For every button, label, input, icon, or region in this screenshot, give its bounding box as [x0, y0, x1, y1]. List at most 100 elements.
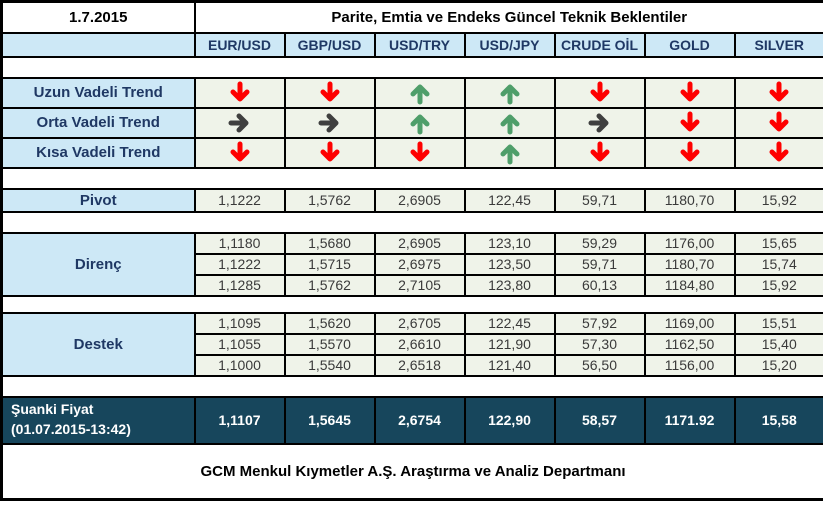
current-price-value: 1,5645: [283, 395, 376, 445]
trend-cell: [553, 136, 646, 169]
trend-right-arrow-icon: [228, 113, 248, 132]
support-value: 1,5620: [283, 311, 376, 335]
row-label-short-term-trend: Kısa Vadeli Trend: [0, 136, 196, 169]
row-label-pivot: Pivot: [0, 187, 196, 213]
support-value: 1162,50: [643, 332, 736, 356]
trend-cell: [193, 136, 286, 169]
support-value: 2,6705: [373, 311, 466, 335]
trend-cell: [463, 76, 556, 109]
support-value: 1156,00: [643, 353, 736, 377]
resistance-value: 123,10: [463, 231, 556, 255]
trend-cell: [463, 136, 556, 169]
pivot-value: 15,92: [733, 187, 823, 213]
column-header-eur-usd: EUR/USD: [193, 31, 286, 58]
column-header-usd-jpy: USD/JPY: [463, 31, 556, 58]
current-price-value: 122,90: [463, 395, 556, 445]
support-value: 57,30: [553, 332, 646, 356]
current-price-value: 58,57: [553, 395, 646, 445]
column-header-crude-oil: CRUDE OİL: [553, 31, 646, 58]
resistance-value: 1180,70: [643, 252, 736, 276]
footer-text: GCM Menkul Kıymetler A.Ş. Araştırma ve A…: [1, 443, 823, 500]
trend-down-arrow-icon: [320, 141, 339, 161]
trend-up-arrow-icon: [500, 114, 519, 134]
resistance-value: 1,5680: [283, 231, 376, 255]
trend-down-arrow-icon: [590, 81, 609, 101]
resistance-value: 59,29: [553, 231, 646, 255]
resistance-value: 1,5715: [283, 252, 376, 276]
pivot-value: 122,45: [463, 187, 556, 213]
support-value: 2,6610: [373, 332, 466, 356]
current-price-value: 1,1107: [193, 395, 286, 445]
trend-cell: [373, 106, 466, 139]
trend-up-arrow-icon: [500, 144, 519, 164]
trend-down-arrow-icon: [410, 141, 429, 161]
trend-down-arrow-icon: [320, 81, 339, 101]
pivot-value: 2,6905: [373, 187, 466, 213]
row-label-support: Destek: [0, 311, 196, 377]
resistance-value: 60,13: [553, 273, 646, 297]
current-price-value: 1171.92: [643, 395, 736, 445]
row-label-resistance: Direnç: [0, 231, 196, 297]
section-gap: [1, 166, 823, 190]
section-gap: [1, 55, 823, 79]
support-value: 56,50: [553, 353, 646, 377]
trend-up-arrow-icon: [500, 84, 519, 104]
current-price-timestamp: (01.07.2015-13:42): [11, 421, 131, 437]
pivot-value: 1180,70: [643, 187, 736, 213]
row-label-mid-term-trend: Orta Vadeli Trend: [0, 106, 196, 139]
trend-cell: [733, 136, 823, 169]
support-value: 121,40: [463, 353, 556, 377]
pivot-value: 59,71: [553, 187, 646, 213]
resistance-value: 59,71: [553, 252, 646, 276]
trend-cell: [553, 76, 646, 109]
resistance-value: 2,7105: [373, 273, 466, 297]
support-value: 1,5540: [283, 353, 376, 377]
current-price-label: Şuanki Fiyat (01.07.2015-13:42): [0, 395, 196, 445]
column-header-usd-try: USD/TRY: [373, 31, 466, 58]
pivot-value: 1,5762: [283, 187, 376, 213]
report-date: 1.7.2015: [0, 0, 196, 34]
support-value: 57,92: [553, 311, 646, 335]
report-title: Parite, Emtia ve Endeks Güncel Teknik Be…: [193, 0, 823, 34]
trend-cell: [283, 106, 376, 139]
trend-down-arrow-icon: [680, 111, 699, 131]
section-gap: [1, 374, 823, 398]
resistance-value: 15,74: [733, 252, 823, 276]
current-price-value: 15,58: [733, 395, 823, 445]
trend-cell: [283, 136, 376, 169]
resistance-value: 123,50: [463, 252, 556, 276]
section-gap: [1, 294, 823, 314]
trend-cell: [643, 136, 736, 169]
trend-cell: [553, 106, 646, 139]
resistance-value: 15,65: [733, 231, 823, 255]
trend-down-arrow-icon: [230, 81, 249, 101]
resistance-value: 2,6905: [373, 231, 466, 255]
resistance-value: 1,1285: [193, 273, 286, 297]
trend-cell: [193, 76, 286, 109]
resistance-value: 1184,80: [643, 273, 736, 297]
trend-cell: [733, 76, 823, 109]
trend-cell: [463, 106, 556, 139]
trend-cell: [733, 106, 823, 139]
row-label-long-term-trend: Uzun Vadeli Trend: [0, 76, 196, 109]
support-value: 1,1055: [193, 332, 286, 356]
trend-up-arrow-icon: [410, 84, 429, 104]
trend-right-arrow-icon: [588, 113, 608, 132]
trend-cell: [283, 76, 376, 109]
support-value: 1,5570: [283, 332, 376, 356]
current-price-title: Şuanki Fiyat: [11, 401, 94, 418]
resistance-value: 123,80: [463, 273, 556, 297]
trend-right-arrow-icon: [318, 113, 338, 132]
column-header-blank: [0, 31, 196, 58]
support-value: 15,51: [733, 311, 823, 335]
support-value: 1,1000: [193, 353, 286, 377]
current-price-value: 2,6754: [373, 395, 466, 445]
support-value: 121,90: [463, 332, 556, 356]
column-header-gold: GOLD: [643, 31, 736, 58]
resistance-value: 15,92: [733, 273, 823, 297]
support-value: 15,40: [733, 332, 823, 356]
trend-down-arrow-icon: [769, 111, 789, 131]
resistance-value: 1,1222: [193, 252, 286, 276]
trend-down-arrow-icon: [590, 141, 609, 161]
